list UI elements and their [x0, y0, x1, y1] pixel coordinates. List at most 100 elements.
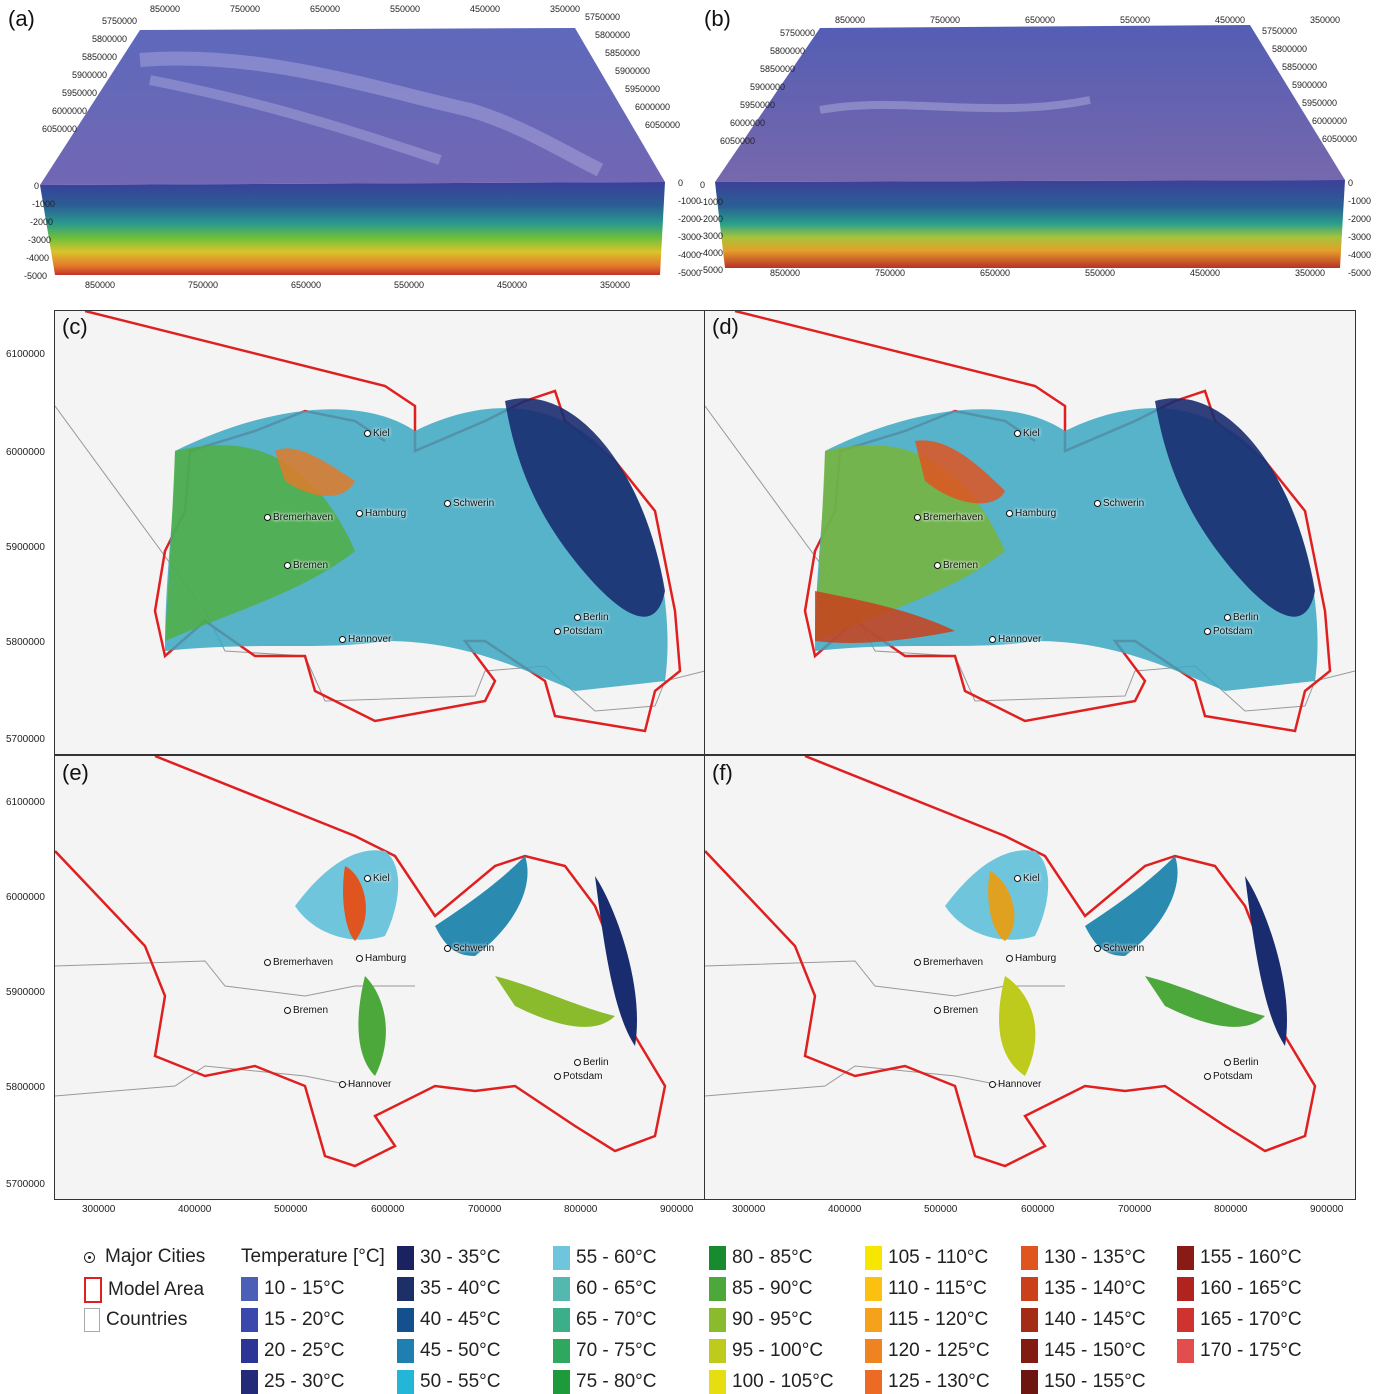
block-a-left-depth-tick: 0 — [34, 181, 40, 191]
block-a-right-depth-tick: -2000 — [678, 214, 702, 224]
block-a-right-y-tick: 5850000 — [605, 48, 641, 58]
city-label-bremerhaven: Bremerhaven — [264, 512, 333, 523]
model-area-swatch — [84, 1277, 102, 1303]
temperature-class-label: 130 - 135°C — [1044, 1247, 1146, 1268]
legend-temperature-class: 130 - 135°C — [1021, 1246, 1146, 1270]
block-a-left-depth-tick: -2000 — [30, 217, 54, 227]
city-label-schwerin: Schwerin — [444, 498, 494, 509]
panel-label-b: (b) — [704, 6, 731, 31]
block-b-top-x-tick: 350000 — [1310, 15, 1341, 25]
city-label-bremerhaven: Bremerhaven — [264, 957, 333, 968]
legend-temperature-class: 75 - 80°C — [553, 1370, 656, 1394]
temperature-swatch — [241, 1370, 258, 1394]
block-b-right-y-tick: 6050000 — [1322, 134, 1358, 144]
legend-temperature-class: 165 - 170°C — [1177, 1308, 1302, 1332]
temperature-swatch — [1021, 1277, 1038, 1301]
city-dot-icon — [1204, 1072, 1211, 1080]
legend-major-cities: Major Cities — [84, 1246, 205, 1268]
block-b-top-x-tick: 650000 — [1025, 15, 1056, 25]
temperature-class-label: 110 - 115°C — [888, 1278, 987, 1299]
legend-temperature-class: 35 - 40°C — [397, 1277, 500, 1301]
map-y-tick: 5900000 — [6, 542, 45, 553]
block-a-bottom-x-tick: 750000 — [188, 280, 219, 290]
block-front-face-b — [715, 180, 1345, 268]
map-y-tick: 5800000 — [6, 1082, 45, 1093]
legend-temperature-class: 45 - 50°C — [397, 1339, 500, 1363]
city-dot-icon — [914, 958, 921, 966]
city-label-hamburg: Hamburg — [356, 508, 406, 519]
map-x-tick-left: 700000 — [468, 1204, 502, 1215]
city-name: Berlin — [1233, 1057, 1259, 1068]
legend-temperature-class: 50 - 55°C — [397, 1370, 500, 1394]
legend-temperature-class: 140 - 145°C — [1021, 1308, 1146, 1332]
map-canvas-d — [705, 311, 1355, 733]
temperature-swatch — [865, 1308, 882, 1332]
city-dot-icon — [444, 944, 451, 952]
temperature-swatch — [397, 1246, 414, 1270]
city-dot-icon — [1006, 954, 1013, 962]
city-label-bremen: Bremen — [284, 1005, 328, 1016]
temperature-class-label: 115 - 120°C — [888, 1309, 989, 1330]
temperature-swatch — [865, 1246, 882, 1270]
model-area-outline-e — [55, 756, 667, 1168]
temperature-swatch — [865, 1370, 882, 1394]
city-label-berlin: Berlin — [1224, 612, 1259, 623]
map-x-tick-right: 700000 — [1118, 1204, 1152, 1215]
city-name: Bremerhaven — [923, 957, 984, 968]
temperature-class-label: 70 - 75°C — [576, 1340, 657, 1361]
block-a-bottom-x-tick: 650000 — [291, 280, 322, 290]
temperature-class-label: 120 - 125°C — [888, 1340, 990, 1361]
block-b-left-y-tick: 5850000 — [760, 64, 796, 74]
city-dot-icon — [1014, 874, 1021, 882]
block-a-left-depth-tick: -5000 — [24, 271, 48, 281]
block-a-right-y-tick: 6050000 — [645, 120, 681, 130]
city-dot-icon — [989, 635, 996, 643]
legend-temperature-title: Temperature [°C] — [241, 1246, 385, 1267]
city-label-bremerhaven: Bremerhaven — [914, 957, 983, 968]
block-b-right-depth-tick: 0 — [1348, 178, 1354, 188]
legend-temperature-class: 10 - 15°C — [241, 1277, 344, 1301]
block-b-left-depth-tick: -1000 — [700, 197, 724, 207]
temperature-swatch — [1021, 1339, 1038, 1363]
temperature-swatch — [553, 1308, 570, 1332]
legend-temperature-class: 80 - 85°C — [709, 1246, 812, 1270]
map-x-tick-left: 500000 — [274, 1204, 308, 1215]
temperature-class-label: 75 - 80°C — [576, 1371, 657, 1392]
city-dot-icon — [356, 954, 363, 962]
legend-temperature-class: 85 - 90°C — [709, 1277, 812, 1301]
city-dot-icon — [934, 1006, 941, 1014]
city-dot-icon — [1224, 613, 1231, 621]
block-a-left-depth-tick: -1000 — [32, 199, 56, 209]
panel-label-f: (f) — [712, 760, 733, 785]
city-name: Schwerin — [1103, 498, 1145, 509]
legend-countries: Countries — [84, 1308, 187, 1332]
map-panel-e — [54, 755, 706, 1200]
city-dot-icon — [1014, 429, 1021, 437]
city-name: Hamburg — [1015, 953, 1057, 964]
legend-temperature-class: 20 - 25°C — [241, 1339, 344, 1363]
city-dot-icon — [554, 1072, 561, 1080]
legend-temperature-class: 25 - 30°C — [241, 1370, 344, 1394]
block-a-bottom-x-tick: 350000 — [600, 280, 631, 290]
block-a-top-x-tick: 850000 — [150, 4, 181, 14]
map-canvas-c — [55, 311, 705, 733]
city-name: Hamburg — [365, 508, 407, 519]
block-b-right-y-tick: 5950000 — [1302, 98, 1338, 108]
block-a-bottom-x-tick: 850000 — [85, 280, 116, 290]
city-name: Schwerin — [453, 498, 495, 509]
block-b-left-y-tick: 5800000 — [770, 46, 806, 56]
map-panel-c — [54, 310, 706, 755]
block-a-left-y-tick: 6000000 — [52, 106, 88, 116]
block-b-right-depth-tick: -5000 — [1348, 268, 1372, 278]
temperature-swatch — [1021, 1370, 1038, 1394]
temperature-swatch — [397, 1277, 414, 1301]
block-b-bottom-x-tick: 850000 — [770, 268, 801, 278]
city-name: Kiel — [373, 428, 390, 439]
block-b-left-y-tick: 5750000 — [780, 28, 816, 38]
temperature-class-label: 65 - 70°C — [576, 1309, 657, 1330]
city-name: Bremen — [293, 1005, 329, 1016]
temperature-swatch — [241, 1308, 258, 1332]
city-name: Kiel — [373, 873, 390, 884]
block-a-left-y-tick: 5950000 — [62, 88, 98, 98]
city-dot-icon — [1094, 499, 1101, 507]
